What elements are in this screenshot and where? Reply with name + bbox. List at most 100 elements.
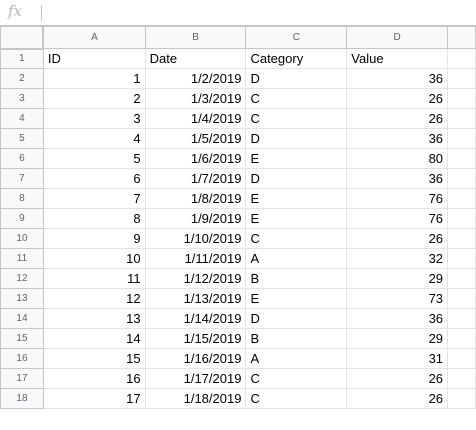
cell-c13[interactable]: E <box>245 288 348 309</box>
cell-d15[interactable]: 29 <box>346 328 449 349</box>
cell-b5[interactable]: 1/5/2019 <box>144 128 247 149</box>
cell-overflow[interactable] <box>447 108 476 129</box>
cell-b7[interactable]: 1/7/2019 <box>144 168 247 189</box>
cell-overflow[interactable] <box>447 368 476 389</box>
cell-b14[interactable]: 1/14/2019 <box>144 308 247 329</box>
cell-b9[interactable]: 1/9/2019 <box>144 208 247 229</box>
cell-a6[interactable]: 5 <box>42 148 146 169</box>
cell-d7[interactable]: 36 <box>346 168 449 189</box>
cell-d10[interactable]: 26 <box>346 228 449 249</box>
cell-d18[interactable]: 26 <box>346 388 449 409</box>
cell-b12[interactable]: 1/12/2019 <box>144 268 247 289</box>
cell-b8[interactable]: 1/8/2019 <box>144 188 247 209</box>
cell-d17[interactable]: 26 <box>346 368 449 389</box>
row-header[interactable]: 1 <box>0 48 44 69</box>
cell-b2[interactable]: 1/2/2019 <box>144 68 247 89</box>
cell-a15[interactable]: 14 <box>42 328 146 349</box>
cell-a9[interactable]: 8 <box>42 208 146 229</box>
cell-c4[interactable]: C <box>245 108 348 129</box>
cell-a4[interactable]: 3 <box>42 108 146 129</box>
row-header[interactable]: 9 <box>0 208 44 229</box>
cell-b4[interactable]: 1/4/2019 <box>144 108 247 129</box>
cell-b15[interactable]: 1/15/2019 <box>144 328 247 349</box>
cell-d4[interactable]: 26 <box>346 108 449 129</box>
cell-c15[interactable]: B <box>245 328 348 349</box>
column-header-a[interactable]: A <box>42 26 146 49</box>
cell-overflow[interactable] <box>447 268 476 289</box>
cell-d5[interactable]: 36 <box>346 128 449 149</box>
cell-a1[interactable]: ID <box>42 48 146 69</box>
cell-a16[interactable]: 15 <box>42 348 146 369</box>
cell-overflow[interactable] <box>447 308 476 329</box>
cell-b17[interactable]: 1/17/2019 <box>144 368 247 389</box>
cell-a12[interactable]: 11 <box>42 268 146 289</box>
cell-a11[interactable]: 10 <box>42 248 146 269</box>
cell-d14[interactable]: 36 <box>346 308 449 329</box>
row-header[interactable]: 17 <box>0 368 44 389</box>
row-header[interactable]: 11 <box>0 248 44 269</box>
cell-c5[interactable]: D <box>245 128 348 149</box>
cell-d12[interactable]: 29 <box>346 268 449 289</box>
column-header-b[interactable]: B <box>144 26 247 49</box>
row-header[interactable]: 15 <box>0 328 44 349</box>
cell-d3[interactable]: 26 <box>346 88 449 109</box>
cell-d8[interactable]: 76 <box>346 188 449 209</box>
row-header[interactable]: 8 <box>0 188 44 209</box>
cell-overflow[interactable] <box>447 68 476 89</box>
column-header-overflow[interactable] <box>447 26 476 49</box>
cell-a17[interactable]: 16 <box>42 368 146 389</box>
column-header-c[interactable]: C <box>245 26 348 49</box>
cell-b6[interactable]: 1/6/2019 <box>144 148 247 169</box>
cell-overflow[interactable] <box>447 88 476 109</box>
cell-overflow[interactable] <box>447 348 476 369</box>
row-header[interactable]: 14 <box>0 308 44 329</box>
cell-c2[interactable]: D <box>245 68 348 89</box>
cell-b1[interactable]: Date <box>144 48 247 69</box>
cell-overflow[interactable] <box>447 208 476 229</box>
row-header[interactable]: 10 <box>0 228 44 249</box>
cell-a14[interactable]: 13 <box>42 308 146 329</box>
cell-c11[interactable]: A <box>245 248 348 269</box>
cell-a13[interactable]: 12 <box>42 288 146 309</box>
cell-c9[interactable]: E <box>245 208 348 229</box>
cell-d6[interactable]: 80 <box>346 148 449 169</box>
cell-b11[interactable]: 1/11/2019 <box>144 248 247 269</box>
row-header[interactable]: 3 <box>0 88 44 109</box>
cell-overflow[interactable] <box>447 288 476 309</box>
row-header[interactable]: 13 <box>0 288 44 309</box>
row-header[interactable]: 18 <box>0 388 44 409</box>
cell-d9[interactable]: 76 <box>346 208 449 229</box>
cell-overflow[interactable] <box>447 328 476 349</box>
cell-d2[interactable]: 36 <box>346 68 449 89</box>
cell-a8[interactable]: 7 <box>42 188 146 209</box>
row-header[interactable]: 5 <box>0 128 44 149</box>
cell-d1[interactable]: Value <box>346 48 449 69</box>
row-header[interactable]: 6 <box>0 148 44 169</box>
cell-b16[interactable]: 1/16/2019 <box>144 348 247 369</box>
cell-a3[interactable]: 2 <box>42 88 146 109</box>
cell-overflow[interactable] <box>447 148 476 169</box>
cell-c18[interactable]: C <box>245 388 348 409</box>
cell-overflow[interactable] <box>447 228 476 249</box>
cell-c8[interactable]: E <box>245 188 348 209</box>
cell-overflow[interactable] <box>447 188 476 209</box>
cell-d11[interactable]: 32 <box>346 248 449 269</box>
cell-c16[interactable]: A <box>245 348 348 369</box>
cell-overflow[interactable] <box>447 168 476 189</box>
cell-c12[interactable]: B <box>245 268 348 289</box>
cell-c6[interactable]: E <box>245 148 348 169</box>
row-header[interactable]: 2 <box>0 68 44 89</box>
row-header[interactable]: 16 <box>0 348 44 369</box>
cell-overflow[interactable] <box>447 128 476 149</box>
cell-d13[interactable]: 73 <box>346 288 449 309</box>
cell-a2[interactable]: 1 <box>42 68 146 89</box>
cell-overflow[interactable] <box>447 388 476 409</box>
column-header-d[interactable]: D <box>346 26 449 49</box>
cell-c14[interactable]: D <box>245 308 348 329</box>
cell-c17[interactable]: C <box>245 368 348 389</box>
row-header[interactable]: 12 <box>0 268 44 289</box>
cell-b13[interactable]: 1/13/2019 <box>144 288 247 309</box>
cell-b3[interactable]: 1/3/2019 <box>144 88 247 109</box>
cell-b10[interactable]: 1/10/2019 <box>144 228 247 249</box>
row-header[interactable]: 4 <box>0 108 44 129</box>
